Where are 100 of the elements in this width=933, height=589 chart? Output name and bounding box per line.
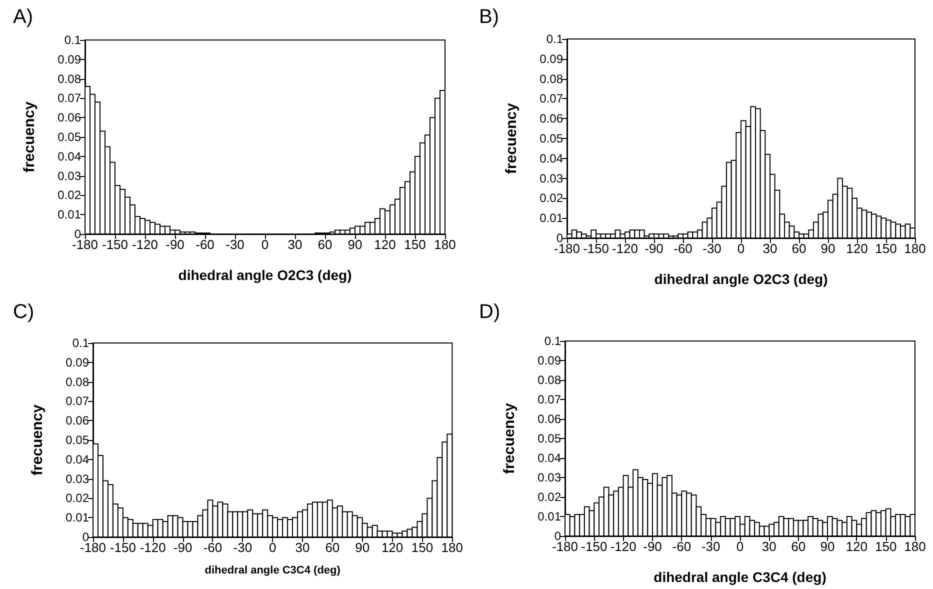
y-tick-label: 0.05 [66,433,90,447]
y-tick-label: 0.04 [538,451,562,465]
x-tick-label: -120 [610,539,636,554]
x-tick-label: 30 [288,237,302,252]
x-tick-label: 150 [874,539,897,554]
y-tick-label: 0.1 [544,334,562,348]
x-tick-label: 180 [904,539,926,554]
x-axis-title: dihedral angle C3C4 (deg) [654,569,826,585]
y-tick-label: 0.02 [66,491,90,506]
y-tick-label: 0.09 [66,355,90,370]
x-tick-label: 180 [904,241,926,256]
x-tick-label: 120 [381,540,404,555]
x-tick-label: 150 [404,237,426,252]
y-tick-label: 0.04 [58,149,82,164]
chart-title: A) [13,6,33,28]
y-tick-label: 0.04 [66,452,90,466]
x-tick-label: -30 [233,540,252,555]
chart-title: D) [479,301,500,323]
x-tick-label: 180 [441,540,464,555]
x-tick-label: -150 [582,241,610,256]
x-tick-label: -60 [196,237,214,252]
y-tick-label: 0.08 [58,72,82,86]
x-tick-label: 30 [762,539,776,554]
y-tick-label: 0.02 [538,490,562,504]
y-tick-label: 0.03 [540,171,564,186]
y-tick-label: 0.09 [540,52,564,66]
x-tick-label: -120 [140,540,166,555]
x-tick-label: -120 [132,237,158,252]
chart-title: B) [479,6,499,28]
x-tick-label: -150 [102,237,128,252]
x-tick-label: 90 [348,237,362,252]
y-tick-label: 0.09 [58,52,82,66]
y-tick-label: 0.06 [540,112,564,126]
y-tick-label: 0.05 [538,432,562,446]
x-tick-label: 30 [295,540,310,555]
x-axis-title: dihedral angle O2C3 (deg) [178,267,352,283]
x-tick-label: -30 [226,237,244,252]
x-tick-label: 0 [736,539,744,554]
y-tick-label: 0.03 [66,472,90,486]
y-tick-label: 0.06 [538,412,562,426]
y-tick-label: 0.08 [66,374,90,389]
y-tick-label: 0.02 [58,188,82,202]
y-tick-label: 0.07 [66,394,90,408]
x-tick-label: -30 [702,241,722,256]
x-tick-label: -60 [674,241,692,256]
y-tick-label: 0.03 [58,168,82,183]
y-tick-label: 0.07 [538,392,562,406]
x-tick-label: 150 [411,540,434,555]
x-tick-label: -180 [554,241,580,256]
y-tick-label: 0.05 [58,130,82,144]
x-tick-label: 90 [820,539,835,554]
x-tick-label: 60 [318,237,332,252]
y-tick-label: 0.01 [540,211,564,226]
x-tick-label: -90 [173,540,192,555]
y-tick-label: 0.03 [538,470,562,484]
x-tick-label: -150 [110,540,136,555]
y-tick-label: 0.01 [538,510,562,524]
x-axis-title: dihedral angle C3C4 (deg) [204,564,341,576]
x-tick-label: 60 [792,241,806,256]
chart-title: C) [13,301,34,323]
x-tick-label: 180 [434,237,456,252]
y-tick-label: 0.1 [546,32,564,46]
x-tick-label: 60 [791,539,806,554]
x-tick-label: 60 [325,540,340,555]
x-tick-label: 90 [355,540,370,555]
y-axis-title: frecuency [501,402,518,474]
y-tick-label: 0.06 [66,414,90,428]
y-tick-label: 0.1 [72,336,90,350]
x-tick-label: 90 [820,241,836,256]
y-tick-label: 0.08 [538,373,562,387]
y-axis-title: frecuency [21,100,38,172]
x-tick-label: 120 [846,539,868,554]
y-tick-label: 0.1 [64,33,82,47]
y-tick-label: 0.09 [538,354,562,368]
y-tick-label: 0.07 [540,92,564,106]
y-tick-label: 0.06 [58,110,82,125]
x-tick-label: -150 [581,539,608,554]
x-tick-label: 0 [737,241,745,256]
x-tick-label: 120 [846,241,868,256]
y-tick-label: 0.02 [540,191,564,206]
x-tick-label: -60 [672,539,692,554]
x-tick-label: 30 [762,241,778,256]
x-tick-label: -90 [644,241,664,256]
y-tick-label: 0.01 [66,510,90,525]
x-tick-label: -60 [203,540,222,555]
y-tick-label: 0.08 [540,72,564,86]
x-axis-title: dihedral angle O2C3 (deg) [654,271,828,287]
x-tick-label: -90 [166,237,184,252]
y-axis-title: frecuency [29,404,46,476]
x-tick-label: -90 [643,539,662,554]
x-tick-label: 120 [374,237,396,252]
y-tick-label: 0.01 [58,208,82,222]
x-tick-label: 150 [875,241,897,256]
x-tick-label: -30 [701,539,720,554]
y-tick-label: 0.04 [540,151,564,166]
y-axis-title: frecuency [503,102,520,174]
x-tick-label: -120 [612,241,638,256]
y-tick-label: 0.05 [540,132,564,146]
x-tick-label: 0 [261,237,269,252]
x-tick-label: 0 [268,540,276,555]
